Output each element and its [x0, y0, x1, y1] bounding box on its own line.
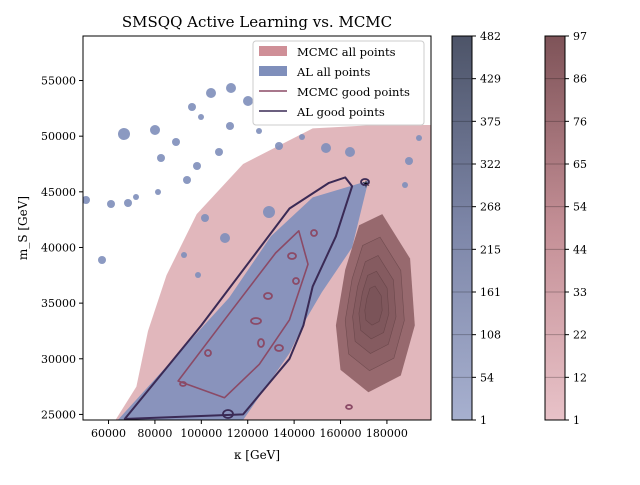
x-tick-label: 180000	[366, 427, 408, 440]
colorbar-tick-label: 482	[480, 30, 501, 43]
colorbar-mcmc: 1 12 22 33 44 54 65 76 86 97	[544, 30, 587, 427]
al-good-islands	[222, 178, 370, 419]
plot-area: ✶	[83, 83, 431, 420]
y-tick-label: 45000	[41, 186, 76, 199]
colorbar-tick-label: 54	[573, 201, 587, 214]
y-tick-label: 30000	[41, 353, 76, 366]
colorbar-tick-label: 54	[480, 371, 494, 384]
colorbar-tick-label: 33	[573, 286, 587, 299]
colorbar-tick-label: 65	[573, 158, 587, 171]
legend-label-al-good: AL good points	[296, 105, 385, 119]
colorbar-tick-label: 1	[573, 414, 580, 427]
y-axis-label: m_S [GeV]	[16, 196, 30, 260]
x-tick-label: 120000	[227, 427, 269, 440]
y-tick-label: 55000	[41, 75, 76, 88]
al-scatter-fragments	[83, 83, 422, 278]
y-axis: 25000 30000 35000 40000 45000 50000 55000	[41, 75, 83, 421]
x-tick-label: 80000	[137, 427, 172, 440]
colorbar-tick-label: 86	[573, 73, 587, 86]
x-axis: 60000 80000 100000 120000 140000 160000 180000	[91, 420, 408, 440]
y-tick-label: 40000	[41, 241, 76, 254]
y-tick-label: 25000	[41, 408, 76, 421]
mcmc-core-level	[344, 236, 405, 372]
legend-label-mcmc-good: MCMC good points	[297, 85, 410, 99]
mcmc-good-contour	[177, 230, 309, 399]
colorbar-tick-label: 97	[573, 30, 587, 43]
colorbar-tick-label: 12	[573, 371, 587, 384]
mcmc-core-level	[364, 285, 383, 326]
x-tick-label: 60000	[91, 427, 126, 440]
mcmc-core-level	[352, 255, 397, 354]
mcmc-core-region	[335, 214, 415, 393]
legend: MCMC all points AL all points MCMC good …	[252, 40, 425, 126]
legend-swatch-mcmc-all	[259, 46, 287, 56]
al-good-contour	[123, 176, 354, 420]
x-axis-label: κ [GeV]	[234, 448, 280, 462]
chart-title: SMSQQ Active Learning vs. MCMC	[122, 13, 392, 31]
colorbar-tick-label: 215	[480, 243, 501, 256]
colorbar-tick-label: 44	[573, 243, 587, 256]
colorbar-tick-label: 161	[480, 286, 501, 299]
x-tick-label: 100000	[180, 427, 222, 440]
x-tick-label: 140000	[273, 427, 315, 440]
colorbar-tick-label: 375	[480, 115, 501, 128]
legend-label-al-all: AL all points	[296, 65, 370, 79]
colorbar-tick-label: 22	[573, 329, 587, 342]
y-tick-label: 35000	[41, 297, 76, 310]
colorbar-tick-label: 76	[573, 115, 587, 128]
mcmc-core-level	[358, 270, 390, 340]
legend-label-mcmc-all: MCMC all points	[297, 45, 396, 59]
mcmc-good-islands	[179, 229, 353, 410]
plot-frame	[82, 35, 432, 421]
y-tick-label: 50000	[41, 130, 76, 143]
colorbar-tick-label: 429	[480, 73, 501, 86]
x-tick-label: 160000	[320, 427, 362, 440]
colorbar-tick-label: 1	[480, 414, 487, 427]
colorbar-tick-label: 322	[480, 158, 501, 171]
colorbar-al: 1 54 108 161 215 268 322 375 429 482	[451, 30, 501, 427]
al-all-region	[117, 180, 369, 420]
colorbar-tick-label: 108	[480, 329, 501, 342]
colorbar-tick-label: 268	[480, 201, 501, 214]
legend-swatch-al-all	[259, 66, 287, 76]
